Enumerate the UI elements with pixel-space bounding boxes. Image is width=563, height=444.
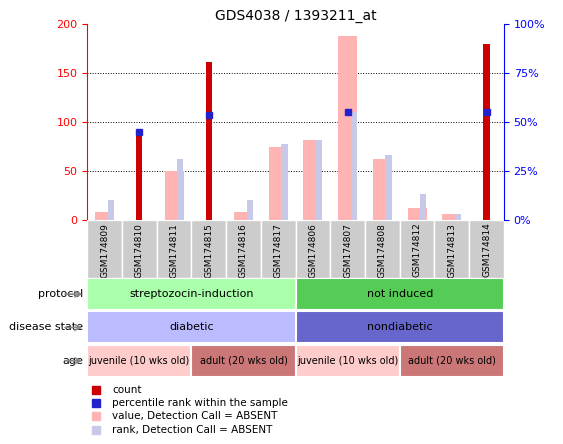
- Text: GSM174816: GSM174816: [239, 223, 248, 278]
- Text: GSM174811: GSM174811: [169, 223, 178, 278]
- Bar: [400, 345, 504, 377]
- Bar: [296, 312, 504, 344]
- Text: GSM174807: GSM174807: [343, 223, 352, 278]
- Text: diabetic: diabetic: [169, 322, 214, 333]
- Text: disease state: disease state: [9, 322, 83, 333]
- Bar: [351, 112, 357, 220]
- Bar: [408, 208, 427, 220]
- Text: rank, Detection Call = ABSENT: rank, Detection Call = ABSENT: [112, 425, 272, 435]
- Bar: [443, 214, 461, 220]
- Text: protocol: protocol: [38, 289, 83, 299]
- Bar: [261, 220, 296, 278]
- Bar: [303, 140, 323, 220]
- Text: GSM174817: GSM174817: [274, 223, 283, 278]
- Bar: [296, 220, 330, 278]
- Bar: [365, 220, 400, 278]
- Text: GSM174812: GSM174812: [413, 223, 422, 278]
- Text: not induced: not induced: [367, 289, 433, 299]
- Bar: [108, 200, 114, 220]
- Text: GSM174815: GSM174815: [204, 223, 213, 278]
- Bar: [87, 345, 191, 377]
- Bar: [282, 143, 288, 220]
- Bar: [191, 345, 296, 377]
- Text: age: age: [62, 356, 83, 366]
- Text: GSM174808: GSM174808: [378, 223, 387, 278]
- Bar: [205, 62, 212, 220]
- Bar: [226, 220, 261, 278]
- Bar: [400, 220, 435, 278]
- Text: nondiabetic: nondiabetic: [367, 322, 432, 333]
- Text: count: count: [112, 385, 142, 395]
- Text: adult (20 wks old): adult (20 wks old): [199, 356, 288, 366]
- Text: adult (20 wks old): adult (20 wks old): [408, 356, 496, 366]
- Bar: [95, 212, 114, 220]
- Bar: [234, 212, 253, 220]
- Bar: [373, 159, 392, 220]
- Bar: [296, 278, 504, 310]
- Bar: [157, 220, 191, 278]
- Bar: [455, 214, 461, 220]
- Text: value, Detection Call = ABSENT: value, Detection Call = ABSENT: [112, 412, 278, 421]
- Bar: [338, 36, 357, 220]
- Bar: [87, 312, 296, 344]
- Text: GSM174809: GSM174809: [100, 223, 109, 278]
- Bar: [386, 155, 392, 220]
- Bar: [296, 345, 400, 377]
- Text: juvenile (10 wks old): juvenile (10 wks old): [89, 356, 190, 366]
- Bar: [420, 194, 426, 220]
- Bar: [330, 220, 365, 278]
- Bar: [247, 200, 253, 220]
- Text: GSM174814: GSM174814: [482, 223, 491, 278]
- Text: percentile rank within the sample: percentile rank within the sample: [112, 398, 288, 408]
- Text: GSM174806: GSM174806: [309, 223, 318, 278]
- Bar: [164, 171, 184, 220]
- Bar: [177, 159, 184, 220]
- Bar: [269, 147, 288, 220]
- Text: GSM174813: GSM174813: [448, 223, 456, 278]
- Bar: [191, 220, 226, 278]
- Bar: [469, 220, 504, 278]
- Bar: [484, 44, 490, 220]
- Text: juvenile (10 wks old): juvenile (10 wks old): [297, 356, 398, 366]
- Bar: [435, 220, 469, 278]
- Bar: [122, 220, 157, 278]
- Text: streptozocin-induction: streptozocin-induction: [129, 289, 254, 299]
- Title: GDS4038 / 1393211_at: GDS4038 / 1393211_at: [215, 9, 377, 24]
- Text: GSM174810: GSM174810: [135, 223, 144, 278]
- Bar: [87, 278, 296, 310]
- Bar: [316, 140, 322, 220]
- Bar: [87, 220, 122, 278]
- Bar: [136, 130, 142, 220]
